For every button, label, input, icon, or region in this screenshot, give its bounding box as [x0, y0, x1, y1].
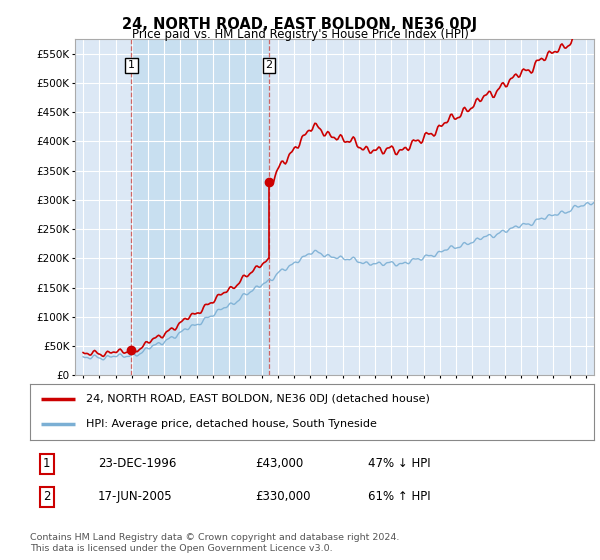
- Text: £330,000: £330,000: [256, 491, 311, 503]
- Text: HPI: Average price, detached house, South Tyneside: HPI: Average price, detached house, Sout…: [86, 419, 377, 430]
- Text: 61% ↑ HPI: 61% ↑ HPI: [368, 491, 431, 503]
- Text: Price paid vs. HM Land Registry's House Price Index (HPI): Price paid vs. HM Land Registry's House …: [131, 28, 469, 41]
- Bar: [131, 39, 269, 375]
- Text: 47% ↓ HPI: 47% ↓ HPI: [368, 457, 431, 470]
- Text: 1: 1: [128, 60, 135, 71]
- Text: 2: 2: [43, 491, 50, 503]
- Text: 24, NORTH ROAD, EAST BOLDON, NE36 0DJ: 24, NORTH ROAD, EAST BOLDON, NE36 0DJ: [122, 17, 478, 32]
- Text: 23-DEC-1996: 23-DEC-1996: [98, 457, 176, 470]
- Text: £43,000: £43,000: [256, 457, 304, 470]
- Text: Contains HM Land Registry data © Crown copyright and database right 2024.
This d: Contains HM Land Registry data © Crown c…: [30, 533, 400, 553]
- Text: 2: 2: [265, 60, 272, 71]
- Text: 1: 1: [43, 457, 50, 470]
- Text: 24, NORTH ROAD, EAST BOLDON, NE36 0DJ (detached house): 24, NORTH ROAD, EAST BOLDON, NE36 0DJ (d…: [86, 394, 430, 404]
- Text: 17-JUN-2005: 17-JUN-2005: [98, 491, 172, 503]
